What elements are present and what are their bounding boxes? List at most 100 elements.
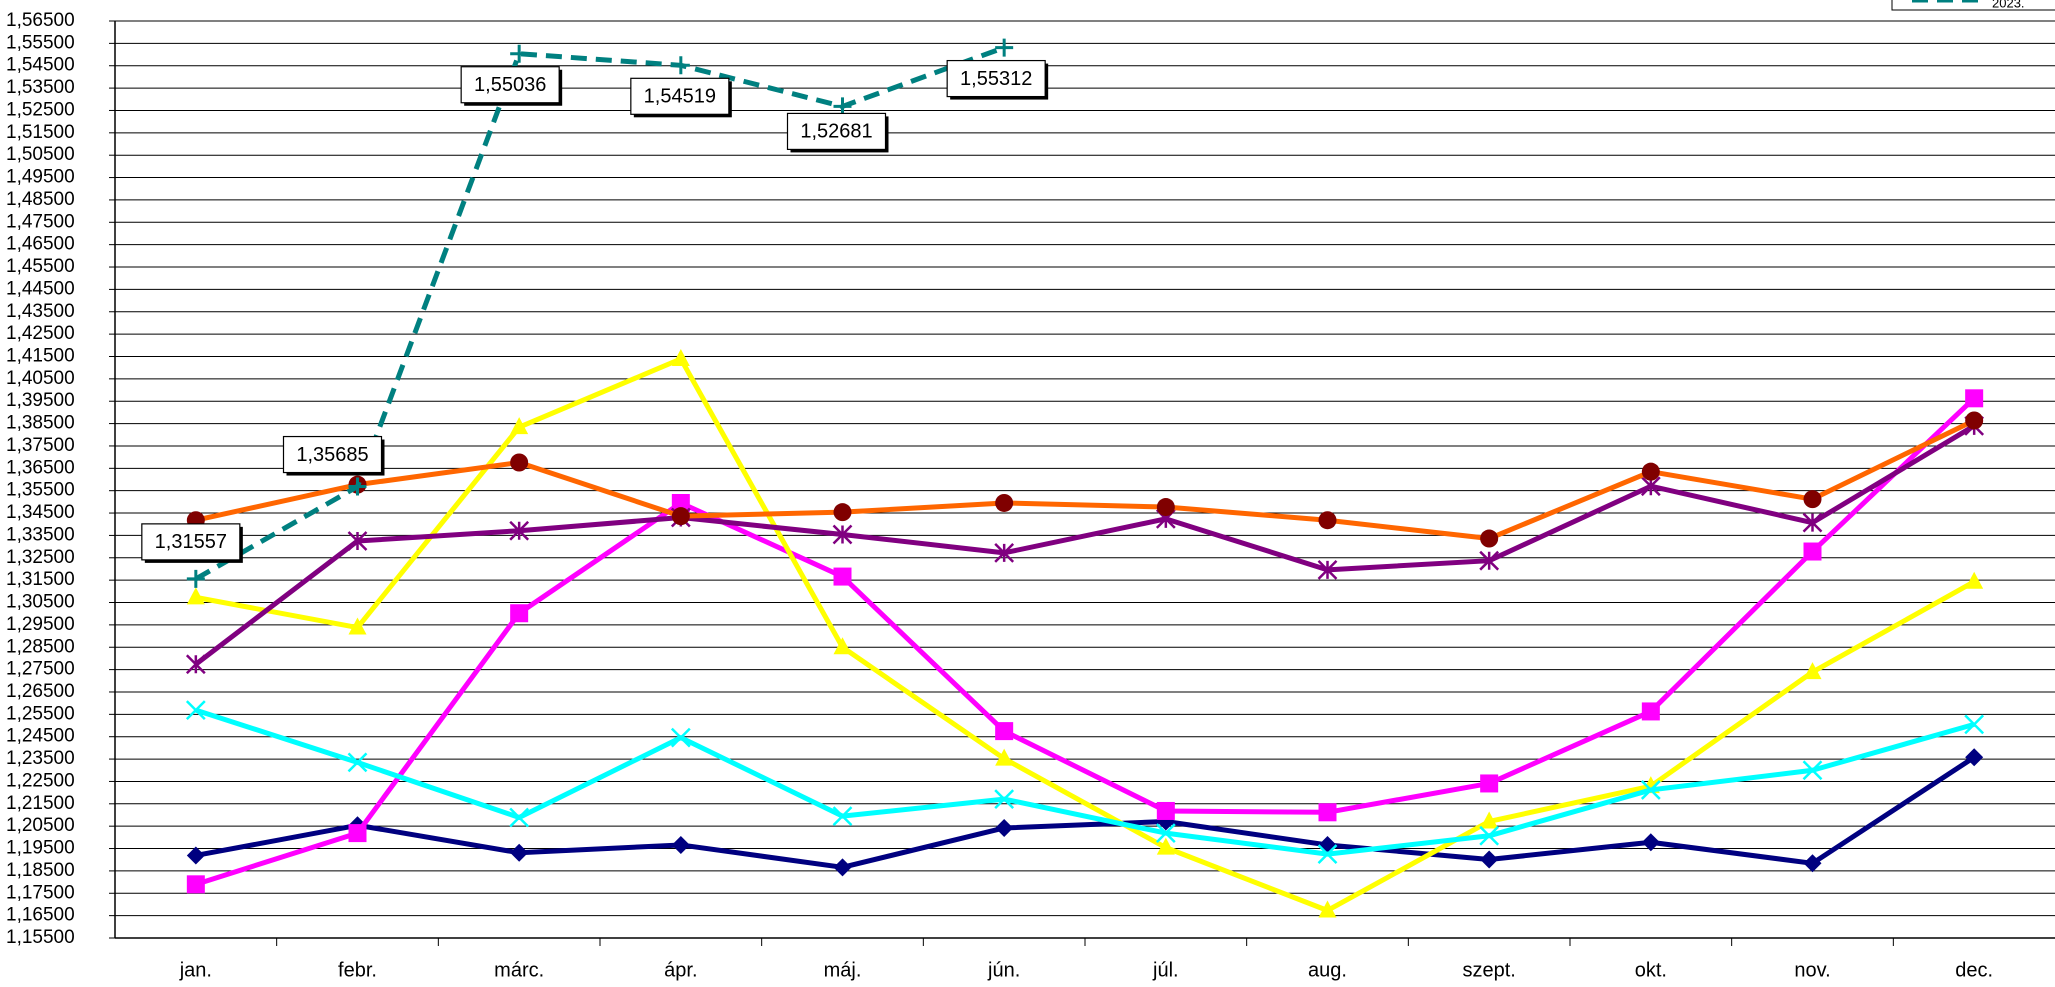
marker [1802,760,1823,781]
series-line [195,755,1976,870]
marker [1155,823,1176,843]
marker [1479,550,1500,571]
marker [348,617,367,635]
marker [347,752,368,773]
marker [832,524,853,545]
x-tick-label: júl. [1152,959,1179,981]
marker [510,417,529,435]
marker [833,567,852,586]
legend-box [1891,0,2055,11]
marker [833,97,852,116]
data-label-box: 1,31557 [141,523,243,563]
y-tick-label: 1,19500 [6,838,75,859]
marker [1640,780,1661,800]
y-tick-label: 1,33500 [6,524,75,545]
data-label: 1,55036 [474,74,546,96]
y-tick-label: 1,21500 [6,793,75,814]
marker [1156,498,1175,517]
label-bg [786,112,887,151]
marker [671,507,690,526]
x-tick-label: jún. [987,959,1020,981]
marker [186,875,205,894]
y-tick-label: 1,24500 [6,726,75,747]
marker [1803,490,1822,509]
x-tick-label: ápr. [664,959,697,981]
marker [185,700,206,720]
y-tick-label: 1,16500 [6,905,75,926]
marker [1641,462,1660,481]
x-tick-label: jan. [179,959,212,981]
y-tick-label: 1,51500 [6,122,75,143]
series-line [195,396,1976,887]
marker [833,637,852,655]
y-tick-label: 1,31500 [6,569,75,590]
marker [671,493,690,512]
y-tick-label: 1,44500 [6,278,75,299]
label-bg [630,77,730,115]
marker [832,806,853,826]
data-label-box: 1,52681 [786,112,889,153]
y-tick-label: 1,17500 [6,882,75,903]
y-tick-label: 1,53500 [6,77,75,98]
label-bg [141,523,241,561]
y-tick-label: 1,40500 [6,368,75,389]
label-bg [946,59,1046,98]
marker [1965,411,1984,430]
x-tick-label: márc. [494,959,544,981]
marker [671,56,690,75]
x-tick-label: okt. [1635,959,1667,981]
marker [509,807,530,828]
y-tick-label: 1,52500 [6,99,75,120]
x-tick-label: febr. [338,959,377,981]
marker [995,748,1014,766]
y-tick-label: 1,45500 [6,256,75,277]
data-label-box: 1,54519 [630,77,732,118]
y-tick-label: 1,34500 [6,502,75,523]
data-label: 1,52681 [800,121,872,143]
x-tick-label: máj. [824,959,862,981]
x-tick-label: szept. [1462,959,1515,981]
marker [1480,774,1499,793]
marker [1318,803,1337,822]
marker [1641,833,1660,852]
x-tick-label: aug. [1308,959,1347,981]
y-tick-label: 1,27500 [6,659,75,680]
y-tick-label: 1,22500 [6,770,75,791]
series-line [194,423,1976,667]
marker [1480,811,1499,829]
marker [1802,512,1823,533]
marker [1803,662,1822,680]
y-tick-label: 1,26500 [6,681,75,702]
y-tick-label: 1,47500 [6,211,75,232]
data-label: 1,55312 [960,68,1032,90]
marker [833,503,852,522]
y-tick-label: 1,23500 [6,748,75,769]
marker [509,520,530,541]
marker [1964,714,1985,735]
marker [348,824,367,843]
data-label-box: 1,35685 [282,435,385,476]
marker [1480,529,1499,548]
marker [1318,900,1337,918]
series-line [195,418,1976,542]
y-tick-label: 1,20500 [6,815,75,836]
marker [347,531,368,551]
series-line [194,45,1006,582]
y-tick-label: 1,43500 [6,301,75,322]
marker [510,604,529,623]
marker [1803,854,1822,873]
marker [995,493,1014,512]
y-tick-label: 1,39500 [6,390,75,411]
marker [1317,559,1338,580]
marker [186,846,205,865]
y-tick-label: 1,46500 [6,234,75,255]
y-tick-label: 1,41500 [6,346,75,367]
label-bg [460,66,560,104]
y-tick-label: 1,42500 [6,323,75,344]
y-tick-label: 1,32500 [6,547,75,568]
marker [1156,801,1175,820]
marker [995,818,1014,837]
y-tick-label: 1,50500 [6,144,75,165]
y-tick-label: 1,54500 [6,55,75,76]
marker [995,38,1014,57]
